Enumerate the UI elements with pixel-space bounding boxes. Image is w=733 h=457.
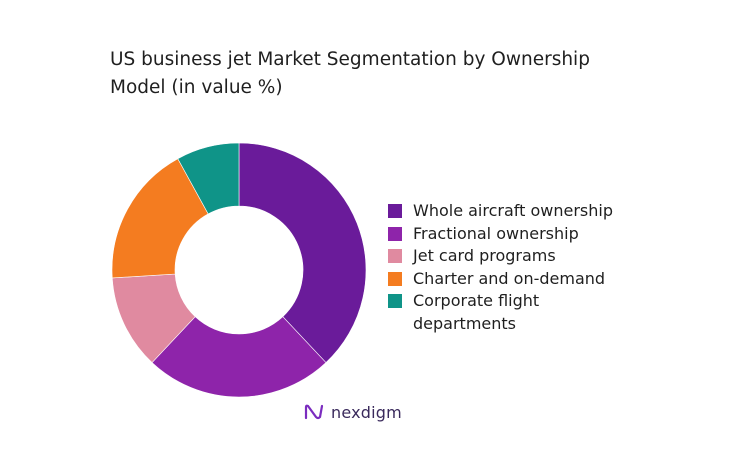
legend-swatch xyxy=(388,294,402,308)
legend-swatch xyxy=(388,204,402,218)
legend-label: Whole aircraft ownership xyxy=(413,201,614,220)
legend-label: Fractional ownership xyxy=(413,223,579,243)
donut-slice-2 xyxy=(151,316,327,398)
legend-item: Charter and on-demand xyxy=(388,268,648,291)
donut-slice-5 xyxy=(177,142,240,215)
legend-swatch xyxy=(388,249,402,263)
brand-logo: nexdigm xyxy=(303,401,402,423)
legend-item: Corporate flight departments xyxy=(388,290,648,335)
donut-slice-1 xyxy=(238,142,367,364)
legend-label: Jet card programs xyxy=(413,246,556,265)
legend-label: Corporate flight departments xyxy=(413,291,540,333)
legend-label: Charter and on-demand xyxy=(413,268,606,288)
nexdigm-logo-icon xyxy=(304,404,324,420)
legend-item: Whole aircraft ownership xyxy=(388,200,648,223)
donut-slice-4 xyxy=(111,158,209,279)
legend-item: Fractional ownership xyxy=(388,223,648,246)
chart-title: US business jet Market Segmentation by O… xyxy=(110,49,590,98)
legend-swatch xyxy=(388,271,402,286)
legend-item: Jet card programs xyxy=(388,245,648,268)
brand-name: nexdigm xyxy=(331,402,402,422)
chart-legend: Whole aircraft ownership Fractional owner… xyxy=(388,200,648,335)
legend-swatch xyxy=(388,226,402,241)
